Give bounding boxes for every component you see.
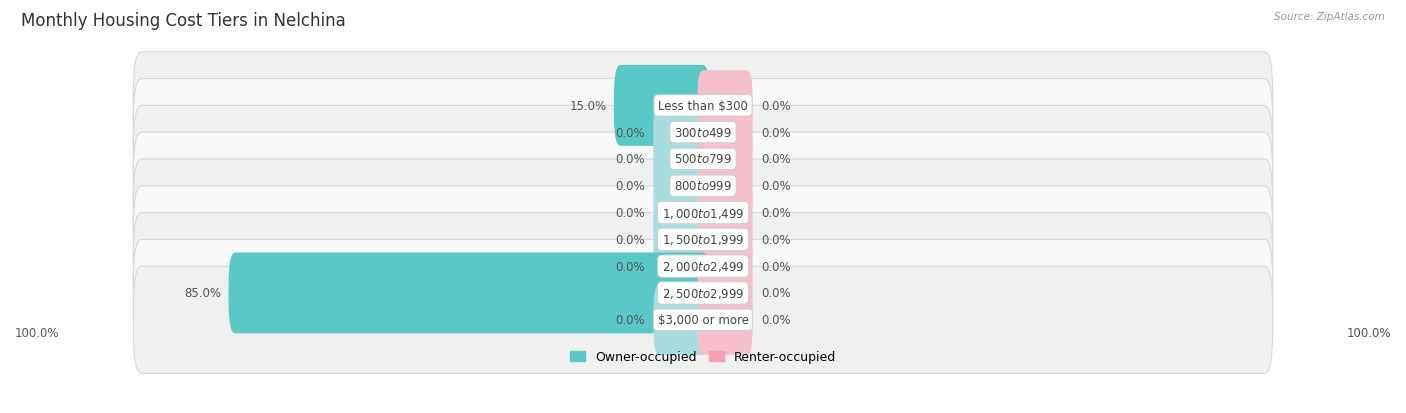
FancyBboxPatch shape (134, 52, 1272, 159)
Text: 0.0%: 0.0% (616, 206, 645, 220)
FancyBboxPatch shape (697, 71, 752, 141)
FancyBboxPatch shape (697, 125, 752, 195)
Text: 0.0%: 0.0% (616, 180, 645, 193)
FancyBboxPatch shape (654, 125, 709, 195)
FancyBboxPatch shape (654, 205, 709, 275)
Text: Source: ZipAtlas.com: Source: ZipAtlas.com (1274, 12, 1385, 22)
Text: $2,000 to $2,499: $2,000 to $2,499 (662, 259, 744, 273)
Text: 0.0%: 0.0% (761, 153, 790, 166)
Text: 0.0%: 0.0% (761, 287, 790, 300)
Text: 0.0%: 0.0% (761, 180, 790, 193)
FancyBboxPatch shape (654, 285, 709, 355)
FancyBboxPatch shape (134, 159, 1272, 266)
Text: $300 to $499: $300 to $499 (673, 126, 733, 139)
Text: 100.0%: 100.0% (15, 326, 59, 339)
FancyBboxPatch shape (697, 178, 752, 248)
FancyBboxPatch shape (134, 133, 1272, 240)
Text: 0.0%: 0.0% (616, 260, 645, 273)
Text: 0.0%: 0.0% (761, 233, 790, 246)
Text: 85.0%: 85.0% (184, 287, 221, 300)
Text: 0.0%: 0.0% (761, 260, 790, 273)
Legend: Owner-occupied, Renter-occupied: Owner-occupied, Renter-occupied (565, 345, 841, 368)
FancyBboxPatch shape (134, 213, 1272, 320)
FancyBboxPatch shape (654, 178, 709, 248)
FancyBboxPatch shape (134, 186, 1272, 293)
Text: 0.0%: 0.0% (761, 126, 790, 139)
FancyBboxPatch shape (697, 205, 752, 275)
Text: $1,000 to $1,499: $1,000 to $1,499 (662, 206, 744, 220)
FancyBboxPatch shape (134, 106, 1272, 213)
FancyBboxPatch shape (697, 231, 752, 301)
Text: 0.0%: 0.0% (616, 313, 645, 326)
Text: 100.0%: 100.0% (1347, 326, 1391, 339)
Text: 0.0%: 0.0% (761, 206, 790, 220)
Text: 0.0%: 0.0% (761, 313, 790, 326)
FancyBboxPatch shape (134, 79, 1272, 186)
Text: 0.0%: 0.0% (616, 233, 645, 246)
Text: $800 to $999: $800 to $999 (673, 180, 733, 193)
Text: 0.0%: 0.0% (616, 153, 645, 166)
FancyBboxPatch shape (697, 258, 752, 328)
FancyBboxPatch shape (697, 98, 752, 168)
FancyBboxPatch shape (134, 266, 1272, 373)
Text: Monthly Housing Cost Tiers in Nelchina: Monthly Housing Cost Tiers in Nelchina (21, 12, 346, 30)
Text: 0.0%: 0.0% (761, 100, 790, 113)
FancyBboxPatch shape (697, 285, 752, 355)
Text: 15.0%: 15.0% (569, 100, 606, 113)
FancyBboxPatch shape (614, 66, 710, 147)
Text: $1,500 to $1,999: $1,500 to $1,999 (662, 233, 744, 247)
FancyBboxPatch shape (134, 240, 1272, 347)
Text: $3,000 or more: $3,000 or more (658, 313, 748, 326)
Text: $500 to $799: $500 to $799 (673, 153, 733, 166)
Text: Less than $300: Less than $300 (658, 100, 748, 113)
FancyBboxPatch shape (697, 151, 752, 221)
FancyBboxPatch shape (654, 98, 709, 168)
FancyBboxPatch shape (229, 253, 710, 334)
FancyBboxPatch shape (654, 231, 709, 301)
Text: $2,500 to $2,999: $2,500 to $2,999 (662, 286, 744, 300)
FancyBboxPatch shape (654, 151, 709, 221)
Text: 0.0%: 0.0% (616, 126, 645, 139)
